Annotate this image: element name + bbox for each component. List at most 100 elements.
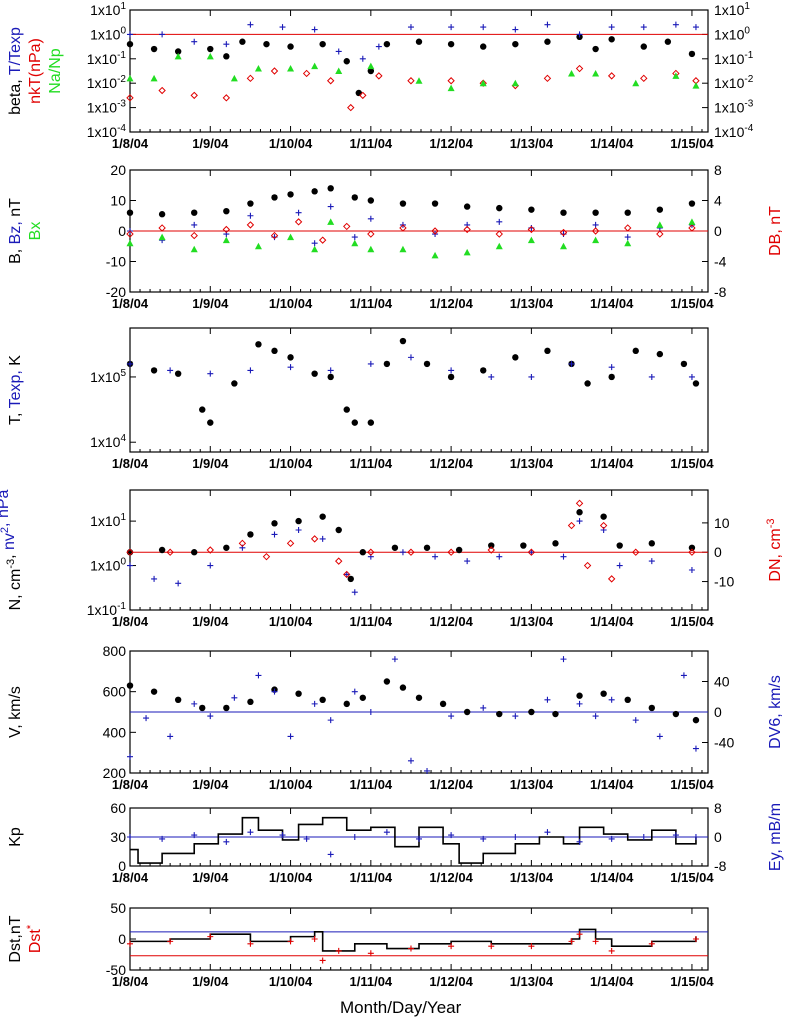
p4-series1-point xyxy=(560,553,567,560)
p6-series0-point xyxy=(303,835,310,842)
p3-series0-point xyxy=(150,367,158,374)
p2-series2-point xyxy=(527,225,536,234)
p4-series2-point xyxy=(487,546,495,554)
p2-series3-point xyxy=(190,245,198,253)
p1-series0-point xyxy=(239,38,246,45)
p3-series0-point xyxy=(311,370,318,377)
p2-series3-point xyxy=(158,233,166,241)
p1-xtick-label: 1/12/04 xyxy=(429,136,473,151)
p5-series1-point xyxy=(680,672,687,679)
p1-series2-point xyxy=(347,103,355,112)
p7-frame xyxy=(129,907,709,971)
p1-series3-point xyxy=(230,74,238,82)
p7-series0-point xyxy=(576,931,583,938)
p6-xtick-label: 1/11/04 xyxy=(350,870,393,885)
p2-series2-point xyxy=(318,236,327,244)
p3-series0-point xyxy=(692,380,700,387)
p3-series0-point xyxy=(480,367,487,374)
p6-series0-point xyxy=(247,829,254,836)
p2-series0-point xyxy=(247,200,254,207)
p5-series1-point xyxy=(271,688,278,695)
p5-series1-point xyxy=(391,656,398,663)
p4-xtick-label: 1/15/04 xyxy=(670,614,714,629)
p2-series0-point xyxy=(158,211,166,218)
p3-xtick-label: 1/9/04 xyxy=(192,456,229,471)
p1-series0-point xyxy=(263,40,270,48)
p3-ylabel-left: T, Texp, K xyxy=(7,355,24,425)
p5-xtick-label: 1/14/04 xyxy=(590,777,634,792)
p7-ytick-label: -50 xyxy=(106,962,126,978)
p5-series0-point xyxy=(692,716,700,724)
p2-series0-point xyxy=(688,200,696,207)
p5-series0-point xyxy=(126,682,134,689)
p3-series1-point xyxy=(648,373,655,380)
p3-series1-point xyxy=(247,367,254,374)
p3-series0-point xyxy=(367,419,375,426)
p2-series0-point xyxy=(351,194,358,201)
p5-ytick-label: 400 xyxy=(103,724,127,740)
p6-series0-point xyxy=(223,838,230,845)
p3-series1-point xyxy=(568,360,575,367)
p3-series0-point xyxy=(632,347,639,355)
p4-xtick-label: 1/14/04 xyxy=(590,614,634,629)
p2-xtick-label: 1/9/04 xyxy=(192,296,229,311)
p4-xtick-label: 1/13/04 xyxy=(510,614,554,629)
p1-series3-point xyxy=(174,52,182,60)
p2-series2-point xyxy=(158,224,166,232)
p4-series2-point xyxy=(262,552,271,561)
p2-series2-point xyxy=(126,230,134,238)
p4-series1-point xyxy=(399,549,406,556)
p4-series2-point xyxy=(567,521,576,530)
p4-series2-point xyxy=(238,539,247,548)
p6-series0-point xyxy=(512,834,519,840)
p2-series3-point xyxy=(624,239,632,247)
p3-series1-point xyxy=(608,364,615,371)
p7-series0-point xyxy=(448,943,455,950)
p1-series3-point xyxy=(568,69,576,77)
p4-series1-point xyxy=(151,575,158,582)
p1-series3-point xyxy=(367,62,375,70)
p1-series0-point xyxy=(512,40,519,48)
p2-series3-point xyxy=(254,242,262,250)
p6-series0-point xyxy=(416,835,422,842)
p4-series1-point xyxy=(576,518,583,525)
p3-series1-point xyxy=(127,360,133,367)
p1-xtick-label: 1/13/04 xyxy=(510,136,554,151)
p2-series2-point xyxy=(246,221,255,229)
p5-xtick-label: 1/15/04 xyxy=(670,777,714,792)
p5-ytick-label: 800 xyxy=(103,643,127,659)
p5-series1-point xyxy=(127,753,133,760)
p4-series0-point xyxy=(391,544,399,551)
p4-series0-point xyxy=(520,542,527,549)
p1-series2-point xyxy=(222,94,231,102)
p4-series0-point xyxy=(616,542,623,549)
p6-ytick-right-label: 0 xyxy=(714,829,722,845)
p5-series0-point xyxy=(199,704,206,712)
p3-series0-point xyxy=(656,350,664,358)
p2-series0-point xyxy=(592,209,599,216)
p4-series1-point xyxy=(648,558,655,565)
p2-ytick-label: 20 xyxy=(110,162,126,178)
p3-xtick-label: 1/13/04 xyxy=(510,456,554,471)
p7-ytick-label: 50 xyxy=(110,900,126,916)
p1-series3-point xyxy=(692,82,700,89)
p1-xtick-label: 1/8/04 xyxy=(112,136,149,151)
p2-series0-point xyxy=(560,209,567,216)
p4-series2-point xyxy=(367,548,375,556)
p5-series1-point xyxy=(311,700,318,707)
p1-series2-point xyxy=(543,74,552,83)
p1-series1-point xyxy=(335,48,342,55)
p4-series1-point xyxy=(295,527,302,533)
p3-frame xyxy=(129,327,709,453)
p1-series1-point xyxy=(127,31,133,38)
p1-series1-point xyxy=(191,38,198,45)
p2-series0-point xyxy=(463,203,471,210)
p5-series0-point xyxy=(223,704,230,712)
p7-series0-point xyxy=(528,943,535,950)
p3-series0-point xyxy=(512,354,519,361)
p1-series2-point xyxy=(607,72,616,80)
p1-series0-point xyxy=(207,45,214,53)
p4-ylabel-right: DN, cm-3 xyxy=(765,518,784,581)
p1-series1-point xyxy=(512,26,519,33)
p4-series0-point xyxy=(648,540,656,547)
